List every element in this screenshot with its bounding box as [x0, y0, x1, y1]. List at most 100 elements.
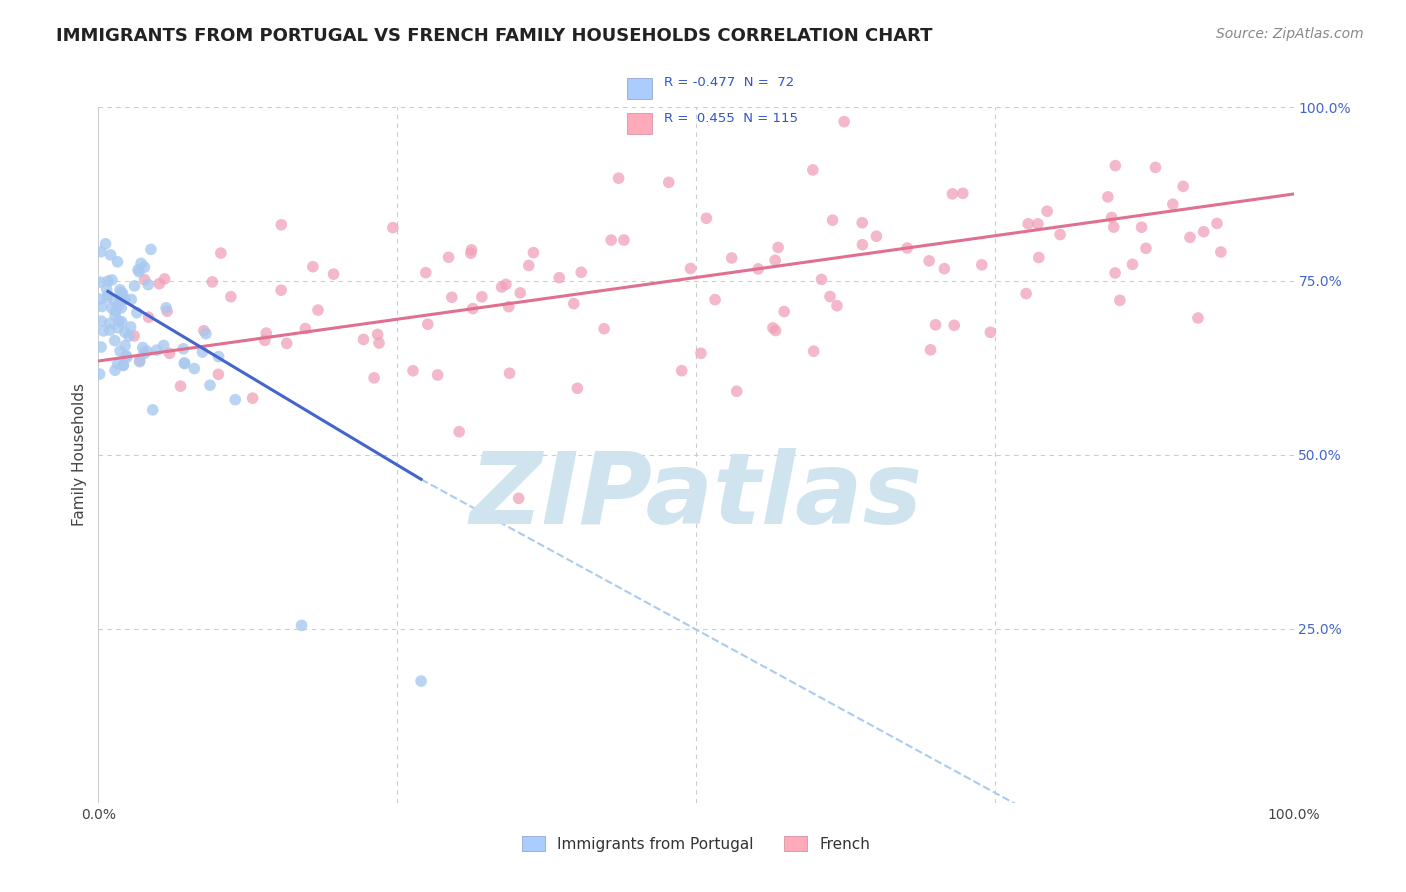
Point [941, 186, 963, 201]
Point [934, 261, 956, 276]
Point [128, 354, 150, 368]
Point [1161, 197, 1184, 211]
Point [155, 301, 177, 315]
Point [381, 220, 404, 235]
Point [763, 253, 786, 268]
Point [276, 336, 298, 351]
Point [90, 314, 112, 328]
Point [426, 368, 449, 382]
Point [146, 343, 169, 358]
Point [173, 356, 195, 370]
Point [1097, 190, 1119, 204]
Point [114, 292, 136, 306]
Point [322, 267, 344, 281]
Point [89, 292, 111, 306]
Point [156, 304, 179, 318]
Point [207, 368, 229, 382]
Point [128, 353, 150, 368]
Point [658, 175, 681, 189]
Point [104, 334, 127, 348]
Point [491, 280, 513, 294]
Point [302, 260, 325, 274]
Point [979, 326, 1001, 340]
Point [943, 318, 966, 333]
Point [111, 286, 134, 301]
Point [821, 213, 844, 227]
Point [100, 301, 122, 315]
Point [107, 298, 129, 312]
Point [207, 350, 229, 364]
Point [1144, 161, 1167, 175]
Point [94, 236, 117, 251]
Point [129, 256, 152, 270]
Point [97, 274, 120, 288]
Point [690, 346, 713, 360]
Point [613, 233, 636, 247]
Point [125, 306, 148, 320]
Point [104, 304, 127, 318]
Point [120, 293, 142, 307]
Point [818, 289, 841, 303]
Point [169, 379, 191, 393]
Point [110, 285, 132, 300]
Point [803, 344, 825, 359]
Point [148, 277, 170, 291]
Point [970, 258, 993, 272]
Point [115, 351, 138, 365]
Point [773, 304, 796, 318]
Point [495, 277, 517, 292]
Text: ZIPatlas: ZIPatlas [470, 448, 922, 545]
Bar [627, 113, 652, 134]
Text: IMMIGRANTS FROM PORTUGAL VS FRENCH FAMILY HOUSEHOLDS CORRELATION CHART: IMMIGRANTS FROM PORTUGAL VS FRENCH FAMIL… [56, 27, 932, 45]
Point [1049, 227, 1071, 242]
Point [851, 216, 873, 230]
Text: Source: ZipAtlas.com: Source: ZipAtlas.com [1216, 27, 1364, 41]
Point [173, 357, 195, 371]
Point [825, 299, 848, 313]
Point [600, 233, 623, 247]
Point [253, 334, 276, 348]
Point [1121, 257, 1143, 271]
Point [461, 301, 484, 316]
Point [100, 248, 122, 262]
Point [368, 336, 391, 351]
Point [111, 315, 134, 329]
Point [291, 618, 314, 632]
Point [242, 391, 264, 405]
Point [367, 327, 389, 342]
Point [97, 288, 120, 302]
Point [134, 273, 156, 287]
Point [294, 321, 316, 335]
Point [93, 324, 115, 338]
Point [416, 317, 439, 331]
Point [110, 301, 132, 315]
Point [114, 325, 136, 339]
Point [725, 384, 748, 399]
Point [107, 320, 129, 334]
Point [112, 358, 135, 372]
Point [107, 357, 129, 371]
Point [1192, 225, 1215, 239]
Point [353, 333, 375, 347]
Point [896, 241, 918, 255]
Point [90, 340, 112, 354]
Point [307, 303, 329, 318]
Point [695, 211, 717, 226]
Point [720, 251, 742, 265]
Point [437, 250, 460, 264]
Point [98, 323, 121, 337]
Point [138, 310, 160, 325]
Point [766, 240, 789, 254]
Point [1017, 217, 1039, 231]
Point [159, 346, 181, 360]
Point [1101, 211, 1123, 225]
Point [120, 320, 142, 334]
Point [101, 273, 124, 287]
Point [219, 290, 242, 304]
Bar [627, 78, 652, 99]
Point [1026, 217, 1049, 231]
Point [128, 265, 150, 279]
Point [89, 275, 111, 289]
Point [762, 321, 785, 335]
Point [124, 279, 146, 293]
